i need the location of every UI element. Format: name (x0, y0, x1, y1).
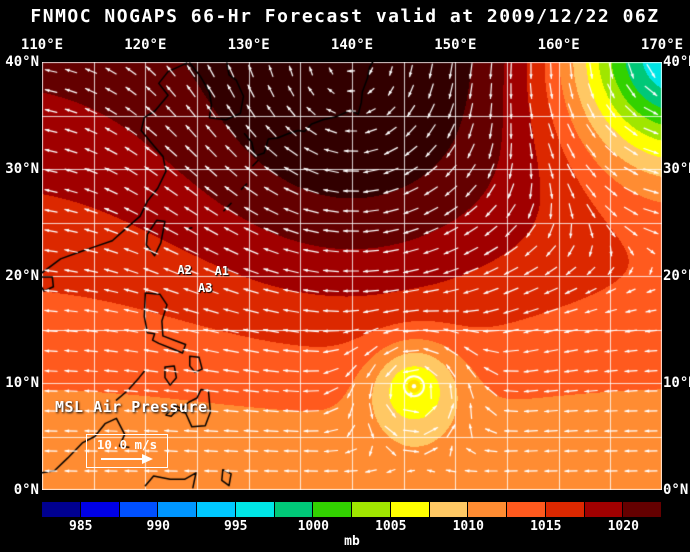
colorbar-segment (313, 502, 351, 517)
lat-axis-label-left: 10°N (5, 375, 39, 391)
colorbar-segment (623, 502, 661, 517)
colorbar-segment (352, 502, 390, 517)
storm-annotation-a1: A1 (214, 263, 230, 278)
chart-title: FNMOC NOGAPS 66-Hr Forecast valid at 200… (30, 6, 660, 27)
lon-axis-label: 150°E (434, 37, 477, 53)
lat-axis-label-left: 0°N (13, 482, 39, 498)
colorbar-tick-label: 1000 (297, 519, 329, 534)
colorbar-segment (274, 502, 313, 517)
lon-axis-label: 170°E (640, 37, 684, 53)
colorbar-tick-label: 1005 (375, 519, 407, 534)
colorbar-tick-label: 995 (224, 519, 248, 534)
colorbar-tick-label: 1020 (607, 519, 639, 534)
lat-axis-label-right: 30°N (663, 161, 690, 177)
lat-axis-label-right: 20°N (663, 268, 690, 284)
storm-annotation-a2: A2 (177, 262, 192, 277)
colorbar-segment (390, 502, 429, 517)
lat-axis-label-right: 40°N (663, 54, 690, 70)
lon-axis-label: 130°E (227, 37, 270, 53)
colorbar-tick-label: 1015 (530, 519, 562, 534)
colorbar-segment (80, 502, 119, 517)
colorbar-segment (429, 502, 468, 517)
colorbar-tick-label: 990 (146, 519, 170, 534)
colorbar-segment (42, 502, 80, 517)
colorbar-segment (197, 502, 235, 517)
lat-axis-label-left: 40°N (5, 54, 39, 70)
colorbar-segment (235, 502, 274, 517)
wind-scale-legend: 10.0 m/s (86, 434, 168, 468)
colorbar-segment (545, 502, 584, 517)
colorbar-segment (119, 502, 158, 517)
lon-axis-label: 120°E (124, 37, 167, 53)
colorbar-segment (507, 502, 545, 517)
colorbar-units-label: mb (344, 534, 360, 549)
pressure-map-canvas (42, 62, 662, 490)
colorbar-segment (158, 502, 196, 517)
lat-axis-label-right: 0°N (663, 482, 689, 498)
lat-axis-label-right: 10°N (663, 375, 690, 391)
lat-axis-label-left: 20°N (5, 268, 39, 284)
storm-annotation-a3: A3 (198, 280, 213, 295)
map-area: MSL Air Pressure 10.0 m/s A1 A2 A3 (42, 62, 662, 490)
wind-scale-arrow-icon (101, 454, 153, 464)
wind-scale-label: 10.0 m/s (96, 437, 158, 452)
field-label: MSL Air Pressure (55, 398, 208, 416)
pressure-colorbar (42, 502, 662, 517)
colorbar-tick-label: 1010 (452, 519, 484, 534)
colorbar-tick-label: 985 (69, 519, 93, 534)
lon-axis-label: 160°E (537, 37, 580, 53)
lon-axis-label: 110°E (20, 37, 64, 53)
colorbar-segment (468, 502, 506, 517)
colorbar-segment (584, 502, 623, 517)
lat-axis-label-left: 30°N (5, 161, 39, 177)
lon-axis-label: 140°E (330, 37, 374, 53)
